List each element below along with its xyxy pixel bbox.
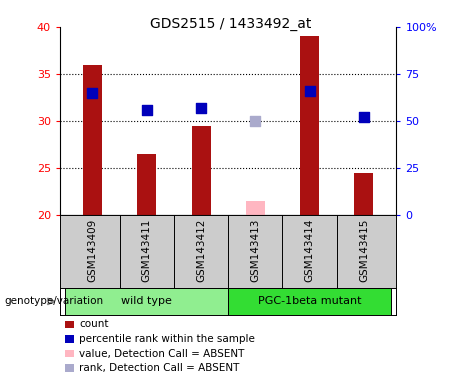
- Point: [143, 107, 150, 113]
- Text: GSM143415: GSM143415: [359, 219, 369, 282]
- Bar: [65, 288, 228, 315]
- Bar: [83, 65, 102, 215]
- Text: count: count: [79, 319, 109, 329]
- Point: [197, 105, 205, 111]
- Text: GSM143411: GSM143411: [142, 219, 152, 282]
- Text: GDS2515 / 1433492_at: GDS2515 / 1433492_at: [150, 17, 311, 31]
- Text: GSM143414: GSM143414: [305, 219, 314, 282]
- Bar: [137, 154, 156, 215]
- Bar: [228, 288, 391, 315]
- Bar: [246, 201, 265, 215]
- Point: [89, 90, 96, 96]
- Text: GSM143409: GSM143409: [88, 219, 97, 282]
- Text: percentile rank within the sample: percentile rank within the sample: [79, 334, 255, 344]
- Point: [306, 88, 313, 94]
- Text: GSM143412: GSM143412: [196, 219, 206, 282]
- Bar: [300, 36, 319, 215]
- Text: PGC-1beta mutant: PGC-1beta mutant: [258, 296, 361, 306]
- Bar: [355, 173, 373, 215]
- Text: rank, Detection Call = ABSENT: rank, Detection Call = ABSENT: [79, 363, 240, 373]
- Point: [252, 118, 259, 124]
- Text: value, Detection Call = ABSENT: value, Detection Call = ABSENT: [79, 349, 245, 359]
- Text: wild type: wild type: [121, 296, 172, 306]
- Point: [360, 114, 367, 120]
- Text: GSM143413: GSM143413: [250, 219, 260, 282]
- Bar: [192, 126, 211, 215]
- Text: genotype/variation: genotype/variation: [5, 296, 104, 306]
